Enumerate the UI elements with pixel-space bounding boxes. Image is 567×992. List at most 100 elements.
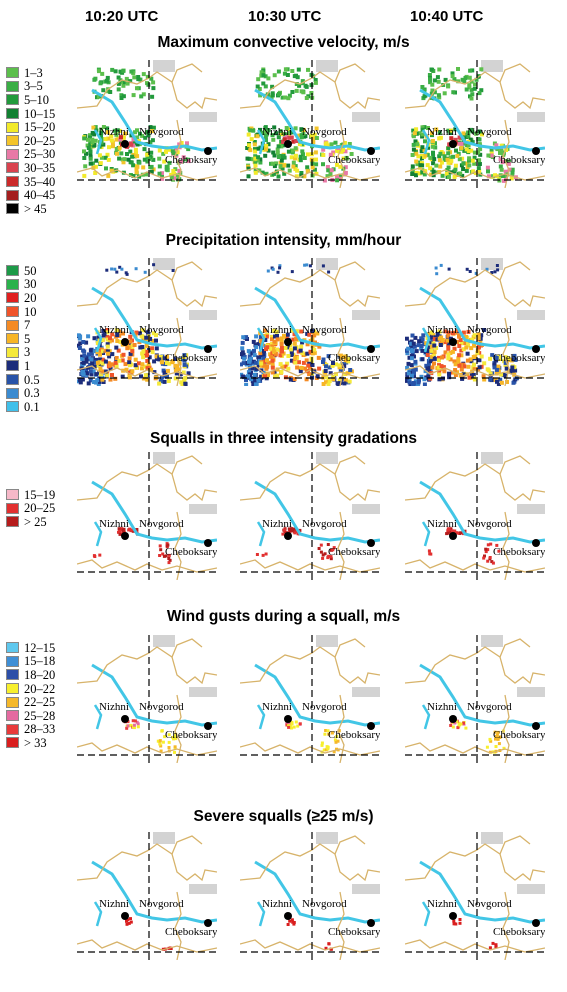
precip-cell	[477, 358, 482, 363]
precip-cell	[105, 328, 110, 332]
precip-cell	[117, 358, 122, 363]
precip-cell	[270, 358, 275, 363]
precip-cell	[453, 167, 458, 172]
precip-cell	[467, 158, 471, 163]
precip-cell	[341, 156, 346, 161]
precip-cell	[181, 370, 186, 375]
precip-cell	[456, 79, 461, 84]
precip-cell	[334, 362, 338, 367]
precip-cell	[285, 721, 289, 725]
precip-cell	[482, 361, 487, 366]
precip-cell	[477, 137, 482, 142]
legend-item: 20–25	[6, 134, 55, 148]
precip-cell	[131, 174, 136, 178]
precip-cell	[81, 340, 86, 344]
legend-item: 25–28	[6, 709, 55, 723]
precip-cell	[495, 379, 499, 384]
precip-cell	[409, 363, 414, 368]
legend-swatch	[6, 360, 19, 372]
precip-cell	[82, 156, 87, 160]
precip-cell	[282, 71, 287, 76]
precip-cell	[241, 352, 246, 357]
precip-cell	[121, 331, 125, 336]
urban-area	[316, 60, 338, 72]
precip-cell	[425, 366, 430, 371]
city-label-novgorod: Novgorod	[467, 324, 512, 336]
precip-cell	[420, 348, 425, 353]
precip-cell	[426, 126, 430, 130]
legend-label: 0.1	[24, 399, 40, 414]
precip-cell	[121, 160, 126, 165]
border-line	[77, 63, 203, 109]
precip-cell	[416, 343, 421, 348]
cheboksary-marker	[367, 919, 375, 927]
urban-area	[352, 112, 380, 122]
legend-label: 20	[24, 290, 37, 305]
precip-cell	[507, 159, 512, 164]
precip-cell	[510, 170, 515, 175]
precip-cell	[455, 153, 460, 158]
precip-cell	[244, 378, 248, 382]
border-line	[334, 853, 380, 882]
precip-cell	[430, 139, 435, 143]
precip-cell	[299, 135, 304, 140]
precip-cell	[473, 354, 478, 359]
border-line	[171, 656, 217, 685]
border-line	[240, 939, 380, 953]
precip-cell	[338, 356, 343, 361]
precip-cell	[406, 371, 411, 376]
precip-cell	[496, 382, 501, 386]
precip-cell	[467, 83, 472, 88]
precip-cell	[329, 142, 334, 147]
precip-cell	[288, 529, 292, 533]
precip-cell	[485, 267, 489, 271]
urban-area	[352, 687, 380, 697]
legend-label: 30	[24, 277, 37, 292]
cheboksary-marker	[532, 722, 540, 730]
precip-cell	[310, 344, 315, 349]
precip-cell	[488, 377, 493, 382]
precip-cell	[127, 356, 132, 361]
precip-cell	[469, 148, 474, 153]
precip-cell	[471, 335, 476, 340]
precip-cell	[510, 173, 515, 178]
precip-cell	[140, 366, 144, 371]
precip-cell	[457, 353, 462, 358]
precip-cell	[86, 354, 91, 359]
urban-area	[481, 452, 503, 464]
river-line	[93, 521, 103, 547]
precip-cell	[84, 368, 88, 373]
precip-cell	[423, 169, 428, 174]
urban-area	[153, 60, 175, 72]
precip-cell	[437, 154, 442, 159]
precip-cell	[124, 367, 129, 372]
precip-cell	[94, 372, 99, 377]
precip-cell	[291, 164, 296, 169]
legend-item: 15–19	[6, 488, 55, 502]
precip-cell	[324, 364, 328, 369]
precip-cell	[240, 346, 245, 351]
precip-cell	[291, 139, 296, 144]
precip-cell	[261, 553, 265, 557]
precip-cell	[438, 151, 443, 156]
precip-cell	[413, 335, 418, 340]
precip-cell	[412, 354, 416, 359]
precip-cell	[287, 135, 292, 140]
precip-cell	[471, 169, 476, 174]
precip-cell	[489, 147, 494, 152]
precip-cell	[331, 150, 336, 155]
precip-cell	[429, 91, 434, 96]
precip-cell	[448, 155, 453, 160]
precip-cell	[488, 371, 493, 376]
precip-cell	[486, 543, 490, 547]
precip-cell	[464, 341, 469, 346]
precip-cell	[281, 351, 286, 356]
precip-cell	[472, 343, 476, 348]
precip-cell	[503, 360, 508, 365]
precip-cell	[103, 155, 108, 160]
precip-cell	[431, 333, 436, 338]
precip-cell	[185, 141, 189, 146]
precip-cell	[494, 143, 499, 148]
precip-cell	[466, 149, 471, 154]
precip-cell	[100, 71, 105, 76]
